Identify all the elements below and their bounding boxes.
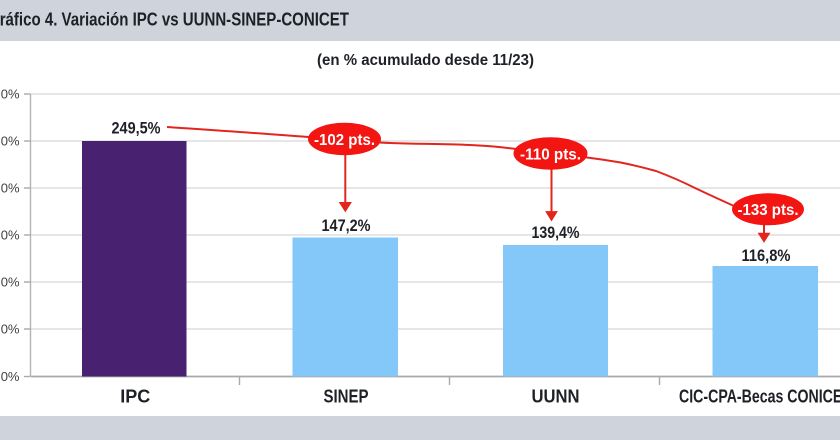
svg-text:139,4%: 139,4% [532,223,580,242]
svg-text:116,8%: 116,8% [742,246,791,265]
svg-text:147,2%: 147,2% [322,216,371,235]
svg-text:100,0%: 100,0% [0,274,20,289]
svg-text:-110 pts.: -110 pts. [520,146,581,163]
svg-text:(en % acumulado desde 11/23): (en % acumulado desde 11/23) [317,52,534,69]
svg-text:50,0%: 50,0% [0,321,20,336]
svg-text:SINEP: SINEP [324,386,369,406]
svg-text:-102 pts.: -102 pts. [314,132,375,149]
svg-text:249,5%: 249,5% [112,118,161,137]
svg-text:300,0%: 300,0% [0,86,20,101]
svg-text:-133 pts.: -133 pts. [738,202,799,219]
svg-text:CIC-CPA-Becas CONICET: CIC-CPA-Becas CONICET [679,386,840,406]
svg-text:IPC: IPC [120,386,150,406]
svg-text:150,0%: 150,0% [0,227,20,242]
svg-text:0,0%: 0,0% [0,369,20,384]
svg-text:250,0%: 250,0% [0,133,20,148]
svg-text:200,0%: 200,0% [0,180,20,195]
svg-text:UUNN: UUNN [532,386,580,406]
svg-text:Gráfico 4. Variación IPC vs UU: Gráfico 4. Variación IPC vs UUNN-SINEP-C… [0,9,349,29]
